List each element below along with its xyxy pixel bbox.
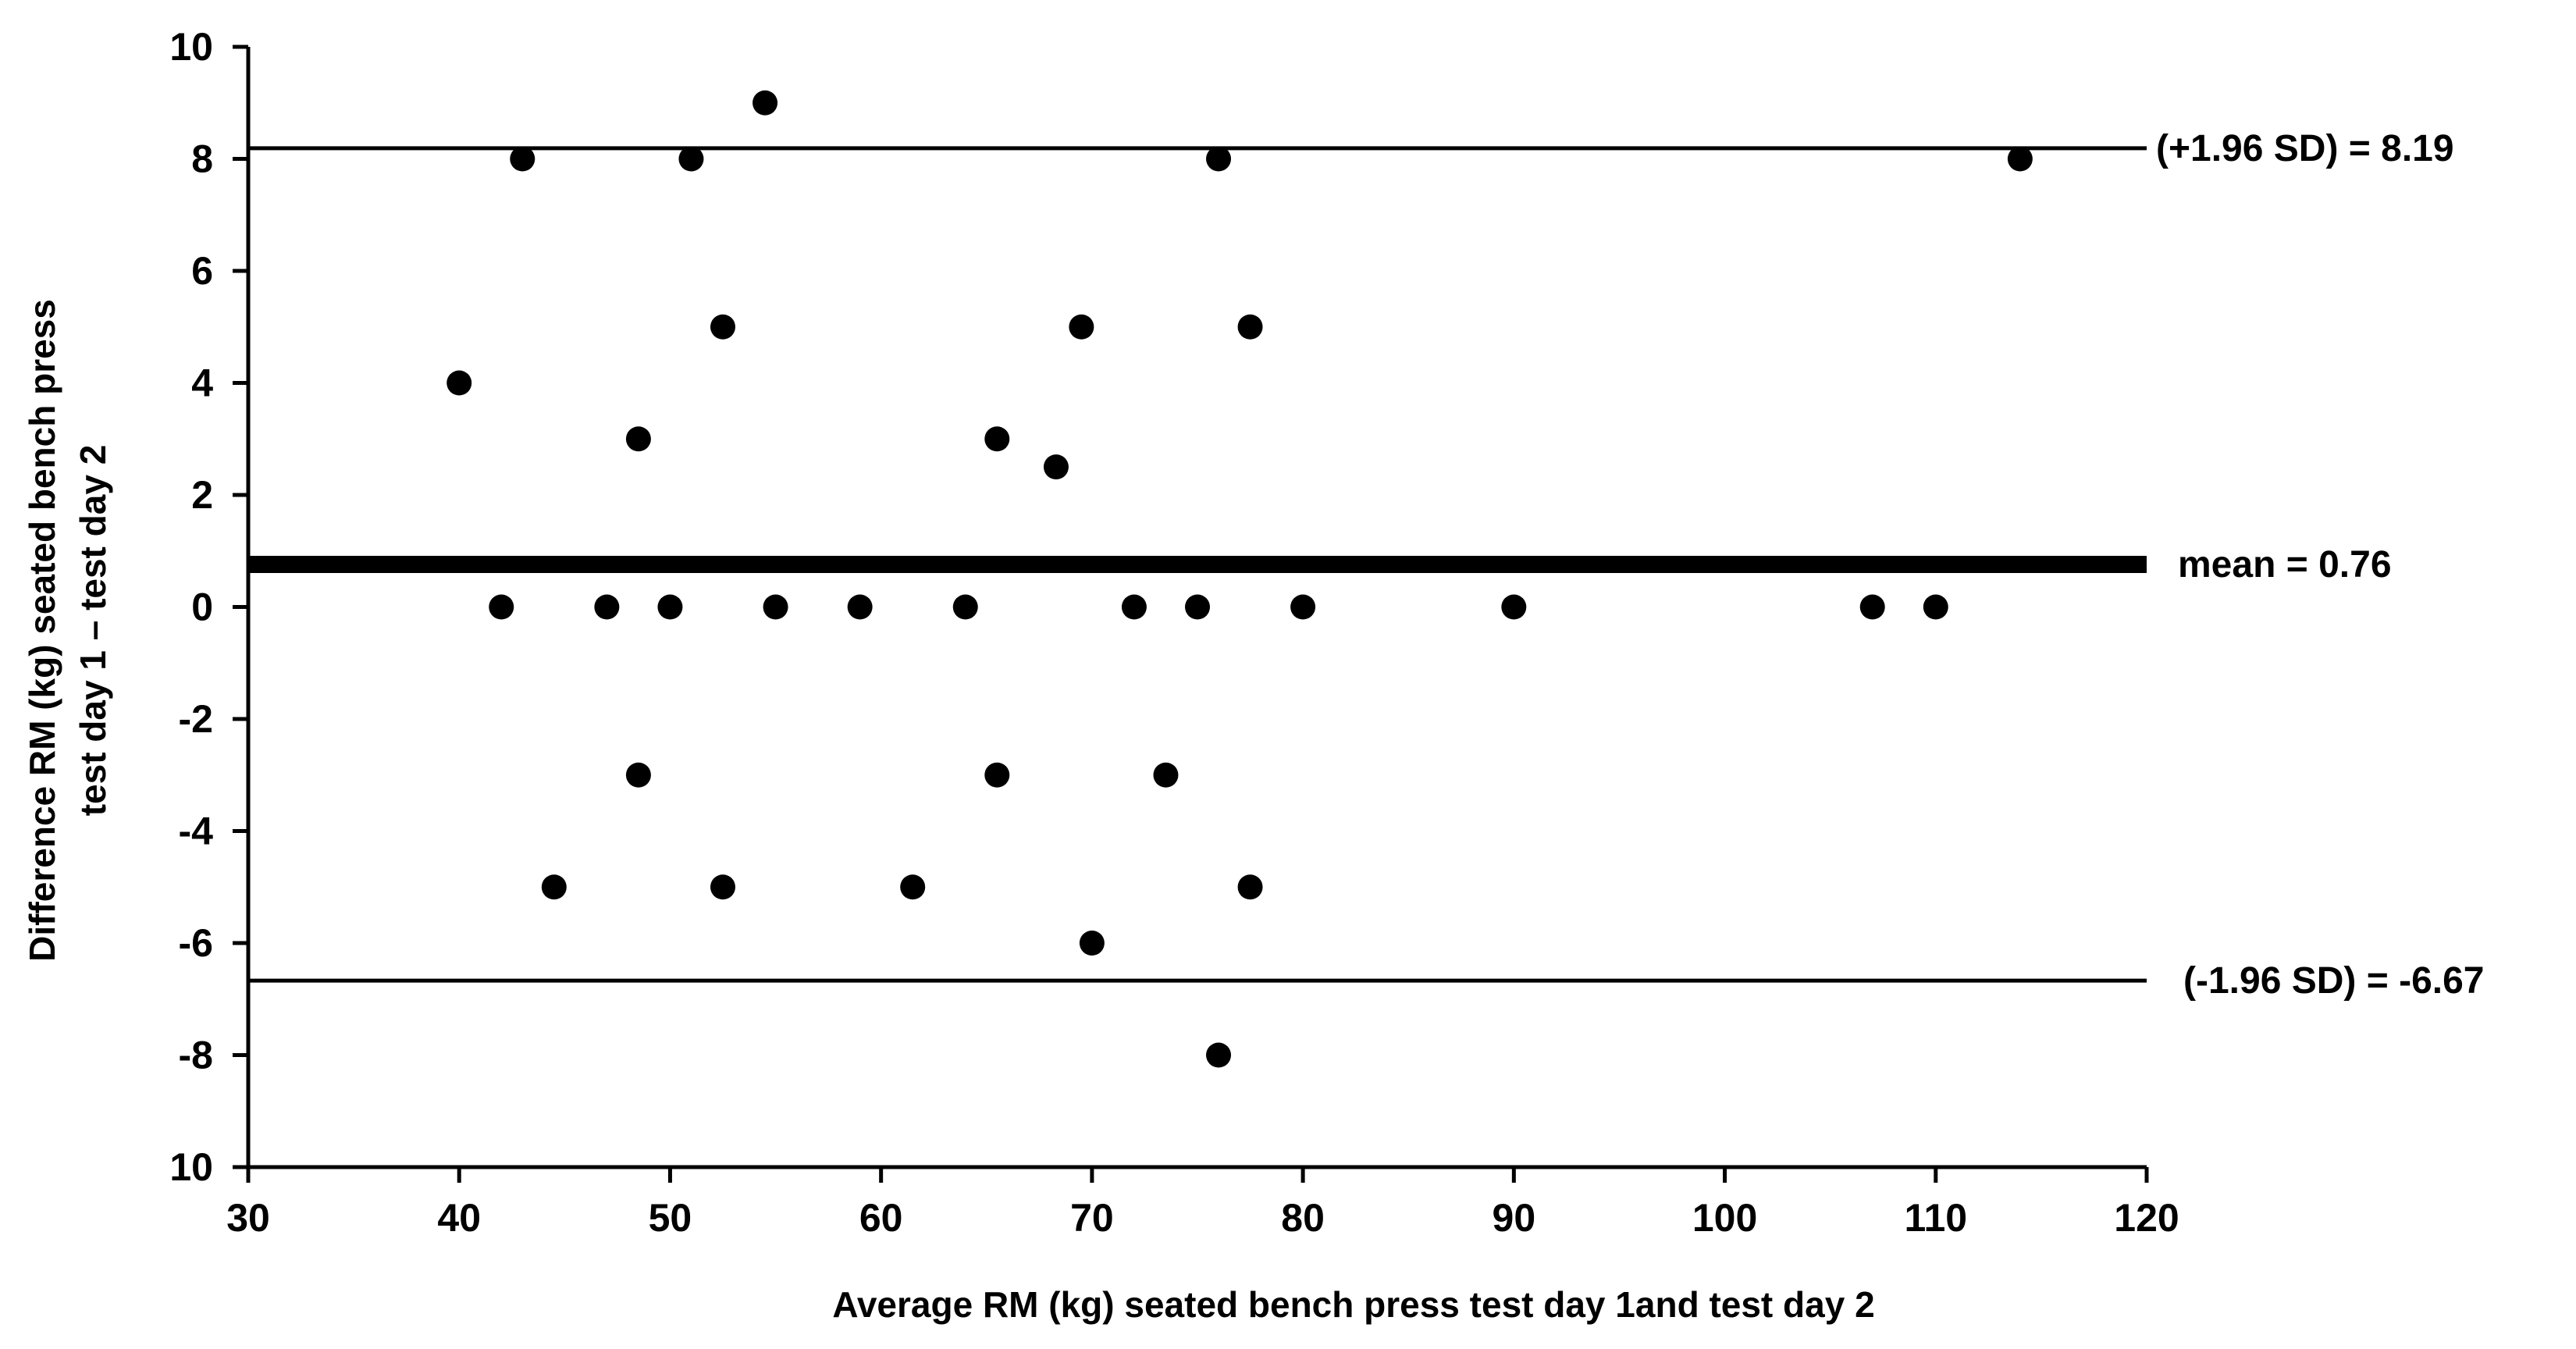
data-point (1079, 931, 1105, 956)
y-axis-title-line: Difference RM (kg) seated bench press (22, 299, 62, 962)
data-point (984, 762, 1010, 788)
data-point (753, 90, 778, 116)
data-point (710, 874, 735, 900)
y-tick-label: 0 (191, 586, 213, 629)
data-point (510, 146, 535, 172)
data-point (1859, 594, 1885, 620)
y-tick-label: 8 (191, 137, 213, 181)
x-tick-label: 100 (1692, 1196, 1757, 1240)
reference-line-label: mean = 0.76 (2178, 544, 2392, 586)
x-tick-label: 70 (1070, 1196, 1114, 1240)
data-point (1237, 874, 1263, 900)
data-point (1501, 594, 1527, 620)
y-tick-label: -6 (179, 921, 213, 965)
x-tick-label: 110 (1904, 1196, 1967, 1240)
data-point (1043, 454, 1069, 480)
data-point (1206, 146, 1232, 172)
data-point (625, 426, 651, 452)
x-axis-ticks: 30 40 50 60 70 80 90 100 110 120 (226, 1167, 2179, 1240)
x-tick-label: 120 (2114, 1196, 2179, 1240)
x-tick-label: 30 (226, 1196, 270, 1240)
data-point (625, 762, 651, 788)
data-point (1185, 594, 1210, 620)
data-point (2007, 146, 2033, 172)
data-point (1121, 594, 1147, 620)
y-tick-label: 10 (169, 1145, 213, 1189)
y-tick-label: -2 (179, 697, 213, 741)
x-tick-label: 50 (649, 1196, 692, 1240)
reference-line-label: (+1.96 SD) = 8.19 (2156, 128, 2454, 169)
data-point (1153, 762, 1179, 788)
data-point (541, 874, 567, 900)
data-point (710, 314, 735, 340)
data-point (489, 594, 514, 620)
x-axis-title: Average RM (kg) seated bench press test … (832, 1284, 1874, 1325)
x-tick-label: 90 (1493, 1196, 1536, 1240)
reference-lines: (+1.96 SD) = 8.19 mean = 0.76 (-1.96 SD) =… (248, 128, 2485, 1002)
data-point (1290, 594, 1316, 620)
data-point (1206, 1042, 1232, 1068)
y-tick-label: -4 (179, 810, 214, 853)
data-point (657, 594, 683, 620)
data-point (1069, 314, 1094, 340)
reference-line-label: (-1.96 SD) = -6.67 (2183, 960, 2485, 1002)
data-point (1237, 314, 1263, 340)
data-point (447, 370, 472, 396)
data-points (447, 90, 2033, 1068)
y-axis-ticks: 10 8 6 4 2 0 -2 -4 -6 -8 10 (169, 25, 248, 1189)
y-tick-label: 2 (191, 473, 213, 517)
x-tick-label: 80 (1281, 1196, 1325, 1240)
y-tick-label: -8 (179, 1034, 213, 1077)
data-point (678, 146, 704, 172)
data-point (984, 426, 1010, 452)
data-point (763, 594, 788, 620)
data-point (952, 594, 978, 620)
y-tick-label: 4 (191, 361, 213, 405)
data-point (1923, 594, 1948, 620)
y-tick-label: 10 (169, 25, 213, 69)
y-tick-label: 6 (191, 249, 213, 293)
x-tick-label: 40 (437, 1196, 481, 1240)
x-tick-label: 60 (859, 1196, 903, 1240)
y-axis-title-line: test day 1 – test day 2 (73, 445, 113, 817)
data-point (847, 594, 873, 620)
y-axis-title: Difference RM (kg) seated bench press tes… (22, 299, 113, 962)
data-point (594, 594, 620, 620)
data-point (900, 874, 926, 900)
